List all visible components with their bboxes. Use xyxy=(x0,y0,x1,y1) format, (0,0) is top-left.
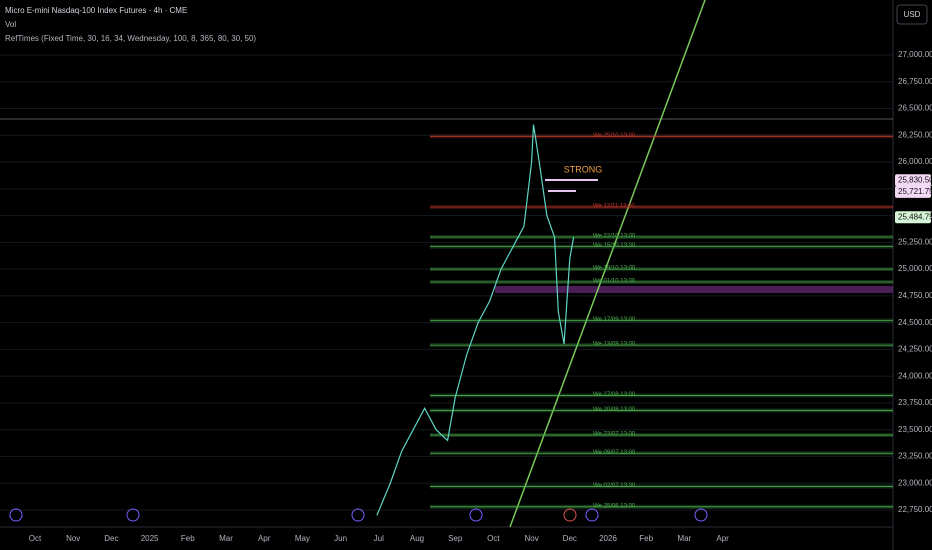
y-tick-label: 24,750.00 xyxy=(898,291,932,300)
level-label: We 15/10 13:00 xyxy=(593,243,636,249)
overlay: 27,000.00 26,750.00 26,500.00 26,250.00 26,0… xyxy=(29,50,932,543)
x-tick-label: Nov xyxy=(66,534,80,543)
x-tick-label: Oct xyxy=(29,534,42,543)
y-tick-label: 25,250.00 xyxy=(898,237,932,246)
zone xyxy=(495,286,893,293)
level-label: We 25/10 13:00 xyxy=(593,133,636,139)
y-tick-label: 23,500.00 xyxy=(898,425,932,434)
y-tick-label: 26,750.00 xyxy=(898,77,932,86)
event-icons xyxy=(9,508,708,522)
x-tick-label: Oct xyxy=(487,534,500,543)
price-tag xyxy=(895,185,931,198)
level-label: We 01/10 13:00 xyxy=(593,279,636,285)
level-label: We 19/10 13:00 xyxy=(593,266,636,272)
level-label: We 12/11 13:00 xyxy=(593,204,635,210)
y-tick-label: 22,750.00 xyxy=(898,505,932,514)
price-line xyxy=(376,124,575,516)
y-tick-label: 24,250.00 xyxy=(898,345,932,354)
y-tick-label: 25,000.00 xyxy=(898,264,932,273)
level-label: We 09/07 13:00 xyxy=(593,450,636,456)
y-tick-label: 26,500.00 xyxy=(898,104,932,113)
price-tag-label: 25,721.75 xyxy=(898,187,932,196)
price-tag xyxy=(895,174,931,187)
x-tick-label: May xyxy=(295,534,310,543)
x-tick-label: Apr xyxy=(258,534,271,543)
level-label: We 17/09 13:00 xyxy=(593,317,636,323)
level-label: We 22/10 13:00 xyxy=(593,234,636,240)
x-tick-label: Mar xyxy=(678,534,692,543)
currency[interactable]: USD xyxy=(904,10,921,19)
title: Micro E-mini Nasdaq-100 Index Futures · … xyxy=(5,6,187,15)
x-tick-label: Nov xyxy=(524,534,538,543)
y-tick-label: 26,000.00 xyxy=(898,157,932,166)
level-label: We 20/08 13:00 xyxy=(593,407,636,413)
trendline xyxy=(509,0,706,528)
level-label: We 13/08 13:00 xyxy=(593,342,636,348)
y-tick-label: 23,250.00 xyxy=(898,452,932,461)
y-tick-label: 24,500.00 xyxy=(898,318,932,327)
level-label: We 02/07 13:00 xyxy=(593,483,636,489)
volume-label: Vol xyxy=(5,20,16,29)
annotation: STRONG xyxy=(564,164,603,174)
x-tick-label: Sep xyxy=(448,534,463,543)
price-tag xyxy=(895,211,931,224)
y-tick-label: 23,750.00 xyxy=(898,398,932,407)
y-tick-label: 27,000.00 xyxy=(898,50,932,59)
x-tick-label: 2025 xyxy=(141,534,159,543)
y-tick-label: 26,250.00 xyxy=(898,130,932,139)
y-tick-label: 23,000.00 xyxy=(898,478,932,487)
x-tick-label: Feb xyxy=(639,534,653,543)
x-tick-label: Feb xyxy=(181,534,195,543)
level-label: We 23/07 13:00 xyxy=(593,432,636,438)
x-tick-label: Dec xyxy=(563,534,577,543)
x-tick-label: Apr xyxy=(716,534,729,543)
x-tick-label: Aug xyxy=(410,534,424,543)
indicator-label: RefTimes (Fixed Time, 30, 16, 34, Wednes… xyxy=(5,34,256,43)
y-tick-label: 24,000.00 xyxy=(898,371,932,380)
currency-button[interactable] xyxy=(896,4,928,25)
x-tick-label: Jun xyxy=(334,534,347,543)
x-tick-label: Mar xyxy=(219,534,233,543)
x-tick-label: Jul xyxy=(374,534,384,543)
price-tag-label: 25,830.50 xyxy=(898,175,932,184)
x-tick-label: 2026 xyxy=(599,534,617,543)
level-label: We 27/08 13:00 xyxy=(593,392,636,398)
level-label: We 25/06 13:00 xyxy=(593,503,636,509)
price-tag-label: 25,484.75 xyxy=(898,212,932,221)
x-tick-label: Dec xyxy=(104,534,118,543)
